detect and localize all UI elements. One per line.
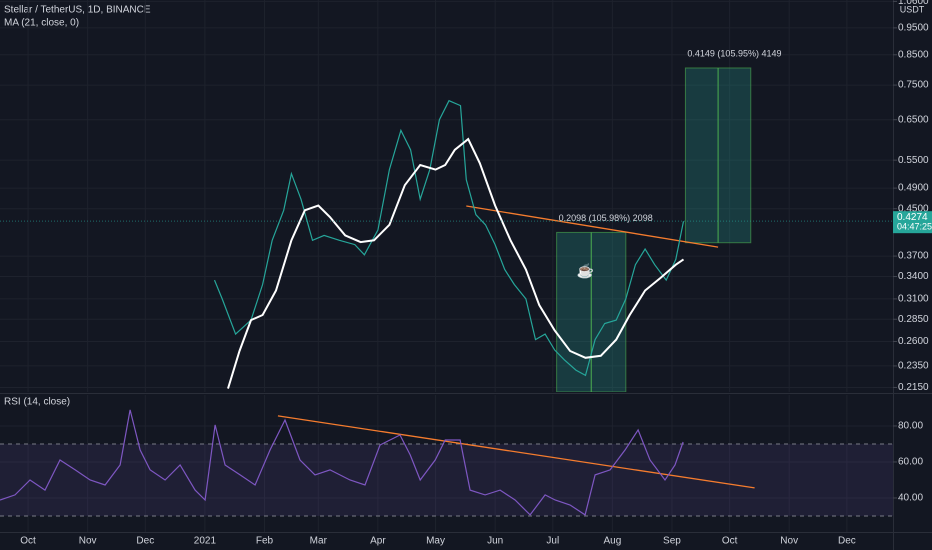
y-tick-label: 0.6500 [898, 114, 929, 125]
x-tick-label: May [426, 536, 445, 547]
y-tick-label: 0.4900 [898, 183, 929, 194]
legend-entry: MA (21, close, 0) [4, 18, 79, 29]
y-tick-label: 0.3700 [898, 251, 929, 262]
trendline [466, 205, 719, 248]
currency: USDT [900, 4, 925, 14]
y-tick-label: 0.4500 [898, 203, 929, 214]
y-tick-label: 0.5500 [898, 155, 929, 166]
pane-1 [0, 395, 893, 532]
pane-0 [0, 0, 893, 392]
x-tick-label: Aug [603, 536, 621, 547]
y-tick-label: 0.3400 [898, 271, 929, 282]
last-price-tag [893, 211, 932, 234]
countdown: 04:47:25 [897, 222, 932, 232]
x-tick-label: Feb [256, 536, 274, 547]
last-price: 0.4274 [897, 212, 928, 223]
x-tick-label: Dec [136, 536, 154, 547]
legend-entry: RSI (14, close) [4, 397, 70, 408]
target-label: 0.4149 (105.95%) 4149 [687, 48, 781, 58]
symbol-title: Stellar / TetherUS, 1D, BINANCE [4, 5, 151, 16]
y-tick-label: 60.00 [898, 457, 923, 468]
y-tick-label: 0.2350 [898, 361, 929, 372]
x-tick-label: Dec [838, 536, 856, 547]
y-tick-label: 0.2150 [898, 382, 929, 393]
x-tick-label: Sep [663, 536, 681, 547]
y-tick-label: 0.3100 [898, 294, 929, 305]
series-line [0, 409, 684, 516]
x-tick-label: Apr [370, 536, 386, 547]
y-tick-label: 0.7500 [898, 80, 929, 91]
y-tick-label: 0.8500 [898, 49, 929, 60]
x-tick-label: Mar [310, 536, 328, 547]
y-tick-label: 80.00 [898, 421, 923, 432]
x-tick-label: Nov [780, 536, 798, 547]
coffee-icon: ☕ [577, 262, 594, 280]
x-tick-label: Jul [546, 536, 559, 547]
y-tick-label: 0.2600 [898, 336, 929, 347]
y-tick-label: 40.00 [898, 493, 923, 504]
x-tick-label: Oct [722, 536, 738, 547]
x-tick-label: Oct [20, 536, 36, 547]
series-line [227, 137, 685, 389]
y-tick-label: 0.2850 [898, 314, 929, 325]
y-tick-label: 0.9500 [898, 23, 929, 34]
target-label: 0.2098 (105.98%) 2098 [559, 213, 653, 223]
trendline [277, 415, 755, 489]
rsi-band [0, 443, 893, 516]
x-tick-label: Jun [487, 536, 503, 547]
y-tick-label: 1.0600 [898, 0, 929, 7]
x-tick-label: Nov [79, 536, 97, 547]
x-tick-label: 2021 [194, 536, 217, 547]
